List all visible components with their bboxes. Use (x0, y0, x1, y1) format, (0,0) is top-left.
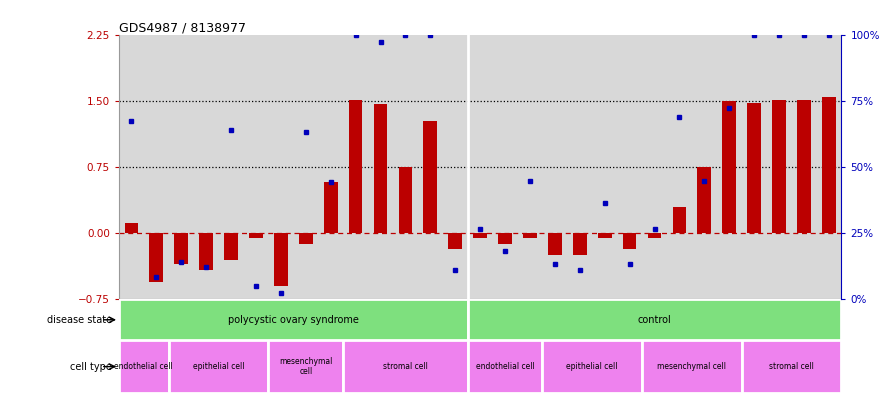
Bar (573, 233, 587, 255)
Text: cell type: cell type (70, 362, 112, 372)
Text: stromal cell: stromal cell (769, 362, 814, 371)
Text: epithelial cell: epithelial cell (193, 362, 244, 371)
Text: polycystic ovary syndrome: polycystic ovary syndrome (228, 315, 359, 325)
Text: stromal cell: stromal cell (383, 362, 428, 371)
Bar (523, 233, 537, 238)
Bar (269, 340, 343, 393)
Bar (598, 233, 611, 238)
Bar (499, 233, 512, 244)
Bar (623, 233, 636, 249)
Bar (742, 340, 841, 393)
Bar (398, 167, 412, 233)
Bar (468, 340, 543, 393)
Bar (698, 167, 711, 233)
Text: disease state: disease state (47, 315, 112, 325)
Bar (324, 182, 337, 233)
Text: endothelial cell: endothelial cell (115, 362, 174, 371)
Bar (797, 99, 811, 233)
Bar (119, 299, 468, 340)
Bar (747, 103, 761, 233)
Bar (343, 340, 468, 393)
Bar (548, 233, 562, 255)
Text: control: control (638, 315, 671, 325)
Text: GDS4987 / 8138977: GDS4987 / 8138977 (119, 21, 246, 34)
Bar (274, 233, 288, 286)
Text: endothelial cell: endothelial cell (476, 362, 535, 371)
Bar (124, 223, 138, 233)
Bar (119, 340, 169, 393)
Bar (722, 101, 737, 233)
Bar (822, 97, 836, 233)
Bar (773, 99, 786, 233)
Bar (543, 340, 642, 393)
Bar (642, 340, 742, 393)
Text: mesenchymal
cell: mesenchymal cell (279, 357, 332, 376)
Bar (169, 340, 269, 393)
Bar (199, 233, 213, 270)
Bar (374, 104, 388, 233)
Text: mesenchymal cell: mesenchymal cell (657, 362, 727, 371)
Bar (224, 233, 238, 260)
Bar (672, 207, 686, 233)
Bar (299, 233, 313, 244)
Bar (150, 233, 163, 282)
Bar (468, 299, 841, 340)
Text: epithelial cell: epithelial cell (566, 362, 618, 371)
Bar (473, 233, 487, 238)
Bar (174, 233, 188, 264)
Bar (249, 233, 263, 238)
Bar (448, 233, 463, 249)
Bar (349, 99, 362, 233)
Bar (424, 121, 437, 233)
Bar (648, 233, 662, 238)
